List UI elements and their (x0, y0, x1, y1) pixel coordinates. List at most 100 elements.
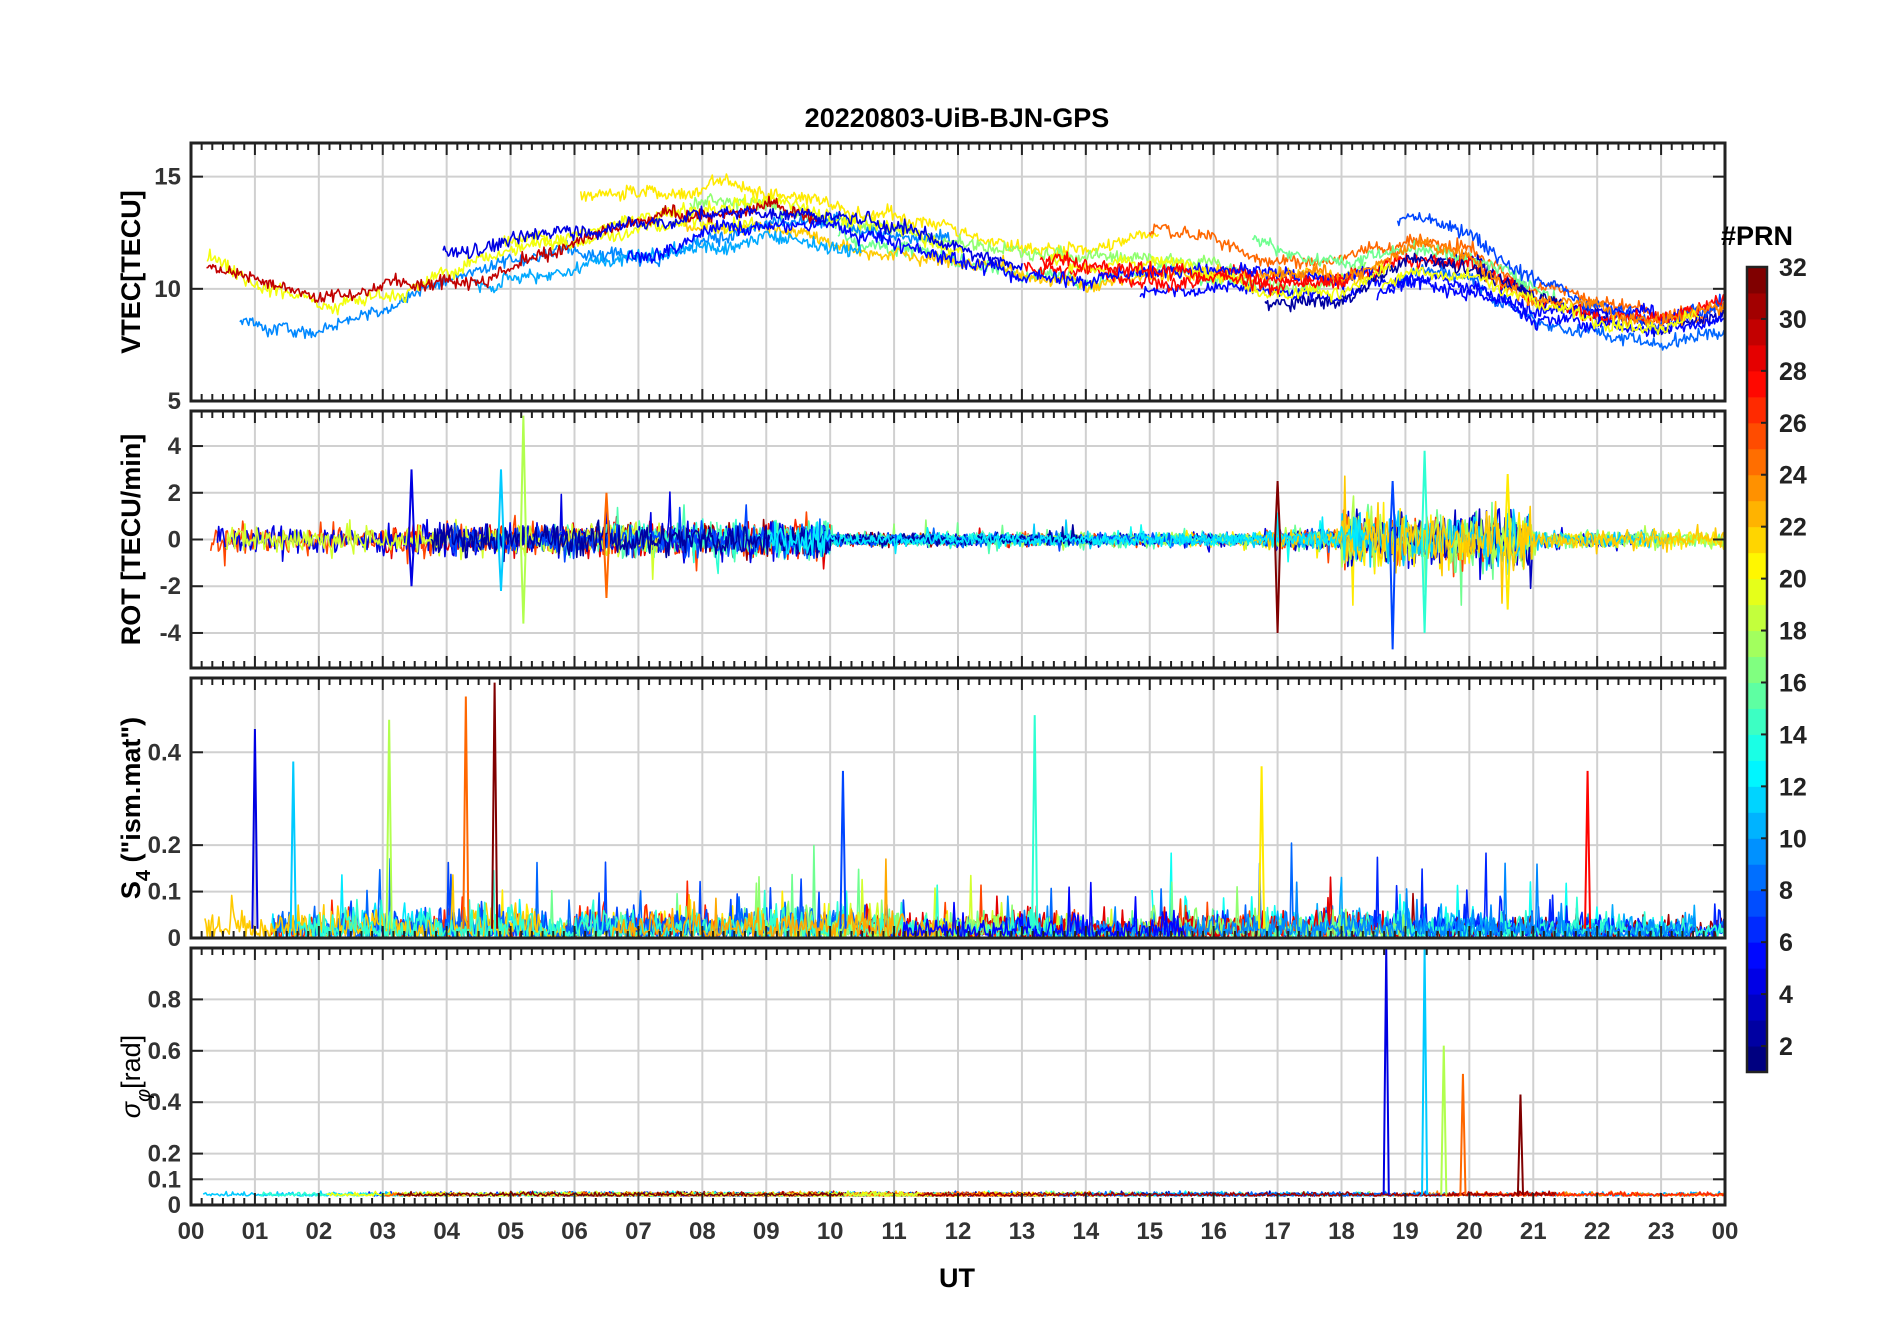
x-tick-label: 22 (1584, 1218, 1611, 1245)
colorbar-segment (1747, 552, 1767, 580)
panel-sigma_phi: 00.10.2 0.4 0.6 0.8 σφ[rad] 00 01 02 03 04 05 06 07 0… (116, 946, 1739, 1245)
x-tick-label: 20 (1456, 1218, 1483, 1245)
x-tick-label: 21 (1520, 1218, 1547, 1245)
x-tick-label: 00 (1712, 1218, 1739, 1245)
colorbar-segment (1747, 318, 1767, 346)
series-line (917, 1190, 1557, 1197)
y-axis-label-part: ("ism.mat") (116, 717, 146, 870)
peak-mark (1274, 481, 1282, 540)
x-tick-label: 11 (881, 1218, 906, 1245)
colorbar-tick-label: 30 (1779, 306, 1807, 334)
y-tick-label: 2 (168, 480, 181, 507)
chart-title: 20220803-UiB-BJN-GPS (805, 103, 1110, 133)
peak-mark (407, 539, 416, 587)
peak-mark (289, 761, 297, 929)
series-line (1381, 266, 1699, 336)
peak-mark (602, 539, 611, 598)
colorbar-tick-label: 12 (1779, 773, 1807, 801)
peak-mark (1274, 539, 1282, 633)
y-tick-label: 0.6 (148, 1038, 181, 1065)
colorbar-tick-label: 14 (1779, 721, 1807, 749)
colorbar-tick-label: 20 (1779, 566, 1807, 594)
series-line (999, 862, 1697, 938)
x-tick-label: 04 (433, 1218, 460, 1245)
colorbar-segment (1747, 734, 1767, 761)
colorbar-tick-label: 22 (1779, 514, 1807, 542)
colorbar-segment (1747, 656, 1767, 683)
colorbar-tick-label: 4 (1779, 981, 1793, 1009)
y-axis-label-part: φ (133, 1089, 155, 1102)
peak-mark (1459, 1073, 1467, 1195)
y-axis-label-part: σ (116, 1100, 146, 1118)
y-tick-label: 0 (168, 1192, 181, 1219)
ticks-sigma_phi (190, 948, 1726, 1206)
peak-mark (1421, 539, 1429, 633)
y-axis-label-sigma_phi: σφ[rad] (116, 1035, 155, 1118)
y-tick-label: -2 (160, 573, 181, 600)
series-line (396, 1190, 844, 1197)
peak-mark (602, 492, 611, 540)
peak-mark (1389, 539, 1397, 650)
colorbar-segment (1747, 786, 1767, 813)
y-axis-label-part: 4 (133, 869, 155, 881)
colorbar-segment (1747, 500, 1767, 528)
x-tick-label: 00 (178, 1218, 205, 1245)
x-tick-label: 10 (817, 1218, 844, 1245)
colorbar-segment (1747, 942, 1767, 969)
colorbar-tick-label: 8 (1779, 877, 1793, 905)
series-line (442, 205, 1023, 271)
colorbar-segment (1747, 708, 1767, 735)
colorbar-segment (1747, 526, 1767, 554)
peak-mark (519, 415, 527, 540)
y-tick-label: 0 (168, 527, 181, 554)
traces-rot (209, 415, 1725, 650)
colorbar-segment (1747, 994, 1767, 1021)
y-axis-label-part: S (116, 881, 146, 899)
x-tick-label: 08 (689, 1218, 716, 1245)
peak-mark (491, 682, 499, 929)
peak-mark (1516, 1094, 1525, 1195)
colorbar-segment (1747, 422, 1767, 450)
peak-mark (1389, 481, 1397, 540)
y-axis-label-s4: S4 ("ism.mat") (116, 717, 155, 899)
colorbar-segment (1747, 968, 1767, 995)
y-axis-label-part: [rad] (116, 1035, 146, 1089)
colorbar-segment (1747, 1020, 1767, 1047)
colorbar-tick-label: 32 (1779, 254, 1807, 282)
colorbar-segment (1747, 292, 1767, 320)
peak-mark (385, 719, 393, 929)
peak-mark (497, 539, 505, 591)
peak-mark (1504, 474, 1512, 540)
y-axis-label-rot: ROT [TECU/min] (116, 434, 146, 645)
y-tick-label: 0.1 (148, 879, 181, 906)
colorbar-segment (1747, 448, 1767, 476)
series-line (626, 218, 1374, 292)
x-tick-label: 13 (1009, 1218, 1036, 1245)
colorbar-segment (1747, 864, 1767, 891)
colorbar-segment (1747, 344, 1767, 372)
colorbar-title: #PRN (1721, 221, 1793, 251)
colorbar-tick-label: 10 (1779, 825, 1807, 853)
peak-mark (251, 729, 259, 929)
series-line (206, 213, 757, 316)
peak-mark (462, 696, 470, 929)
x-tick-label: 02 (305, 1218, 332, 1245)
colorbar-segment (1747, 682, 1767, 709)
x-tick-label: 05 (497, 1218, 524, 1245)
y-tick-label: 0.1 (148, 1166, 181, 1193)
traces-vtec (206, 173, 1725, 351)
colorbar-segment (1747, 890, 1767, 917)
series-line (769, 512, 1366, 561)
ticks-vtec (190, 143, 1726, 402)
y-tick-label: 4 (168, 433, 182, 460)
y-tick-label: 0 (168, 925, 181, 952)
colorbar-segment (1747, 630, 1767, 658)
series-line (1039, 251, 1352, 297)
x-tick-label: 03 (369, 1218, 396, 1245)
y-tick-label: 0.2 (148, 1141, 181, 1168)
y-tick-label: 15 (154, 164, 181, 191)
colorbar-tick-label: 6 (1779, 929, 1793, 957)
peak-mark (1421, 450, 1429, 540)
